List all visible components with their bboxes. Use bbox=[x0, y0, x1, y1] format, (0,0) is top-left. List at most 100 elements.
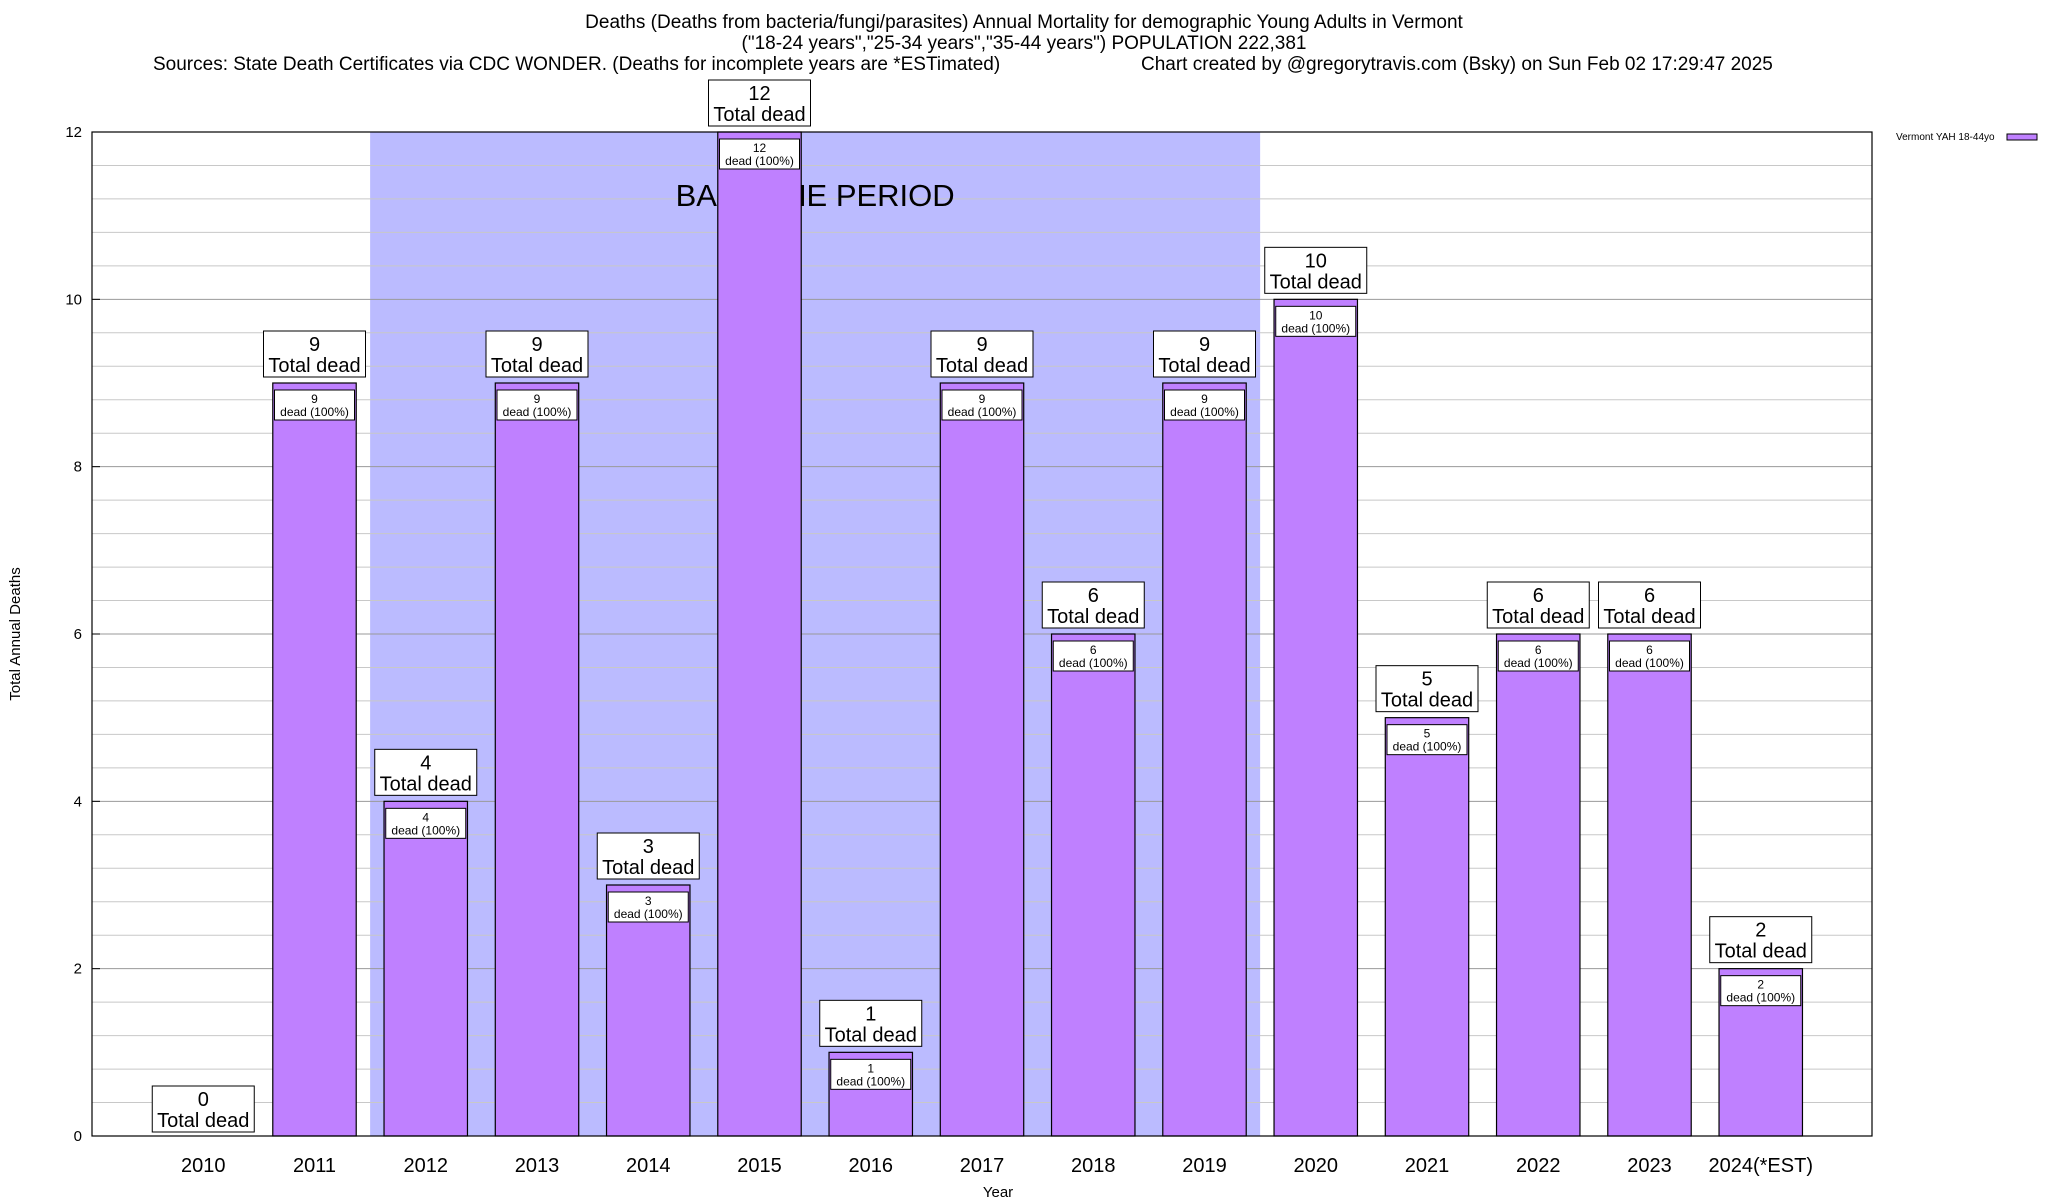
bar-inner-label-box bbox=[274, 389, 355, 421]
bar-total-suffix-label: Total dead bbox=[1270, 271, 1362, 293]
bar-total-suffix-label: Total dead bbox=[713, 104, 805, 126]
bar-inner-suffix-label: dead (100%) bbox=[1504, 656, 1573, 670]
x-tick-label: 2024(*EST) bbox=[1709, 1155, 1814, 1177]
bar bbox=[383, 800, 469, 1137]
y-axis-label: Total Annual Deaths bbox=[7, 567, 24, 700]
bar-total-label-box bbox=[1264, 246, 1368, 294]
bar-total-suffix-label: Total dead bbox=[602, 857, 694, 879]
bar-inner-value-label: 1 bbox=[867, 1061, 874, 1075]
bar bbox=[605, 884, 691, 1137]
bar-total-label-box bbox=[1598, 581, 1701, 629]
bar-inner-suffix-label: dead (100%) bbox=[1170, 405, 1239, 419]
bar-total-value-label: 12 bbox=[748, 83, 770, 105]
x-tick-label: 2021 bbox=[1405, 1155, 1450, 1177]
bar-total-value-label: 3 bbox=[643, 836, 654, 858]
bar-inner-value-label: 6 bbox=[1535, 643, 1542, 657]
bar bbox=[1607, 633, 1692, 1137]
bar-inner-label-box bbox=[830, 1058, 912, 1090]
x-tick-label: 2013 bbox=[515, 1155, 560, 1177]
bar-total-value-label: 5 bbox=[1421, 669, 1432, 691]
chart-title: Deaths (Deaths from bacteria/fungi/paras… bbox=[585, 12, 1463, 33]
bar-total-suffix-label: Total dead bbox=[825, 1024, 917, 1046]
bar-inner-suffix-label: dead (100%) bbox=[280, 405, 349, 419]
bar-inner-suffix-label: dead (100%) bbox=[391, 823, 460, 837]
bar-total-value-label: 4 bbox=[420, 752, 431, 774]
bar bbox=[1162, 382, 1247, 1137]
bar-total-suffix-label: Total dead bbox=[1381, 690, 1473, 712]
bar-inner-label-box bbox=[1052, 640, 1134, 672]
bar-inner-value-label: 12 bbox=[753, 141, 767, 155]
bar-total-suffix-label: Total dead bbox=[491, 355, 583, 377]
x-tick-label: 2016 bbox=[849, 1155, 894, 1177]
bar-inner-suffix-label: dead (100%) bbox=[1281, 321, 1350, 335]
bar-inner-suffix-label: dead (100%) bbox=[1726, 991, 1795, 1005]
bar-total-label-box bbox=[1709, 916, 1813, 964]
legend-swatch bbox=[2006, 133, 2038, 141]
bar bbox=[272, 382, 357, 1137]
bar-inner-suffix-label: dead (100%) bbox=[948, 405, 1017, 419]
bar-total-suffix-label: Total dead bbox=[1158, 355, 1250, 377]
bar-total-value-label: 6 bbox=[1533, 585, 1544, 607]
bar-inner-label-box bbox=[1164, 389, 1245, 421]
bar-total-suffix-label: Total dead bbox=[1047, 606, 1139, 628]
bar-total-suffix-label: Total dead bbox=[1603, 606, 1695, 628]
bar-inner-label-box bbox=[496, 389, 578, 421]
bar-total-label-box bbox=[374, 748, 478, 796]
bar-total-value-label: 6 bbox=[1644, 585, 1655, 607]
bar-inner-label-box bbox=[1720, 975, 1802, 1007]
x-tick-label: 2010 bbox=[181, 1155, 226, 1177]
x-tick-label: 2022 bbox=[1516, 1155, 1561, 1177]
bar-inner-value-label: 6 bbox=[1090, 643, 1097, 657]
y-tick-label: 12 bbox=[65, 124, 82, 141]
bar-total-suffix-label: Total dead bbox=[1715, 941, 1807, 963]
bar-total-label-box bbox=[151, 1085, 255, 1133]
bar-inner-suffix-label: dead (100%) bbox=[1059, 656, 1128, 670]
bar-total-label-box bbox=[1375, 665, 1479, 713]
bar bbox=[494, 382, 580, 1137]
y-tick-label: 10 bbox=[65, 291, 82, 308]
y-tick-label: 4 bbox=[74, 793, 82, 810]
bar-inner-label-box bbox=[1386, 724, 1468, 756]
bar-total-label-box bbox=[708, 79, 811, 127]
bar-inner-value-label: 9 bbox=[979, 392, 986, 406]
bar-total-label-box bbox=[930, 330, 1034, 378]
bar-total-suffix-label: Total dead bbox=[268, 355, 360, 377]
bar-total-value-label: 1 bbox=[865, 1003, 876, 1025]
x-axis-label: Year bbox=[983, 1184, 1013, 1200]
bar-inner-suffix-label: dead (100%) bbox=[614, 907, 683, 921]
x-tick-label: 2015 bbox=[737, 1155, 782, 1177]
x-tick-label: 2012 bbox=[404, 1155, 449, 1177]
bar-inner-value-label: 9 bbox=[1201, 392, 1208, 406]
bar-inner-label-box bbox=[1609, 640, 1690, 672]
bar bbox=[1050, 633, 1136, 1137]
y-tick-label: 0 bbox=[74, 1128, 82, 1145]
y-tick-label: 6 bbox=[74, 626, 82, 643]
x-tick-label: 2018 bbox=[1071, 1155, 1116, 1177]
bar-inner-label-box bbox=[607, 891, 689, 923]
bar-total-value-label: 9 bbox=[531, 334, 542, 356]
bar-inner-value-label: 3 bbox=[645, 894, 652, 908]
bar-total-value-label: 9 bbox=[1199, 334, 1210, 356]
bar-total-suffix-label: Total dead bbox=[157, 1110, 249, 1132]
bar-inner-suffix-label: dead (100%) bbox=[1615, 656, 1684, 670]
bar bbox=[939, 382, 1025, 1137]
bar-total-label-box bbox=[1153, 330, 1256, 378]
bar-inner-suffix-label: dead (100%) bbox=[725, 154, 794, 168]
legend-label: Vermont YAH 18-44yo bbox=[1896, 132, 1995, 143]
bar bbox=[717, 131, 802, 1137]
bar-total-suffix-label: Total dead bbox=[1492, 606, 1584, 628]
bar-inner-suffix-label: dead (100%) bbox=[836, 1074, 905, 1088]
bar-total-value-label: 6 bbox=[1088, 585, 1099, 607]
source-note: Sources: State Death Certificates via CD… bbox=[153, 54, 1001, 75]
bar-total-label-box bbox=[819, 999, 923, 1047]
y-tick-label: 8 bbox=[74, 459, 82, 476]
plot-frame bbox=[91, 131, 1873, 1137]
bar bbox=[1384, 717, 1470, 1137]
bar-inner-label-box bbox=[719, 138, 800, 170]
bar-total-label-box bbox=[485, 330, 589, 378]
bar-inner-value-label: 9 bbox=[311, 392, 318, 406]
chart-subtitle: ("18-24 years","25-34 years","35-44 year… bbox=[741, 33, 1307, 54]
bar-inner-value-label: 6 bbox=[1646, 643, 1653, 657]
y-tick-label: 2 bbox=[74, 961, 82, 978]
